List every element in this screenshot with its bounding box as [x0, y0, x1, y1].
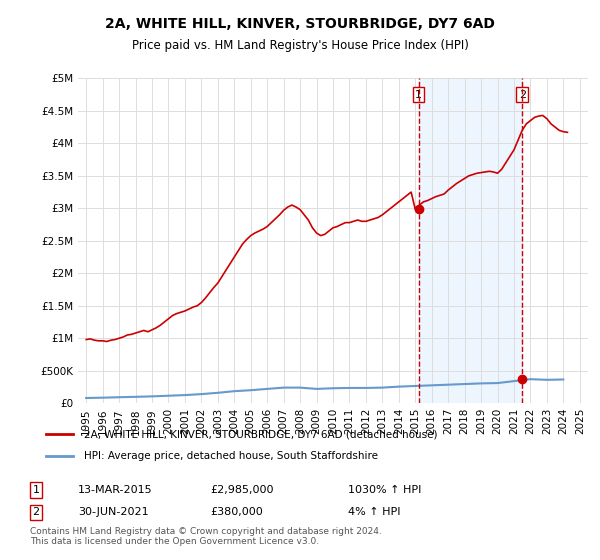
Text: Price paid vs. HM Land Registry's House Price Index (HPI): Price paid vs. HM Land Registry's House … — [131, 39, 469, 52]
Text: £380,000: £380,000 — [210, 507, 263, 517]
Text: 4% ↑ HPI: 4% ↑ HPI — [348, 507, 401, 517]
Text: 2: 2 — [518, 90, 526, 100]
Text: HPI: Average price, detached house, South Staffordshire: HPI: Average price, detached house, Sout… — [84, 451, 378, 461]
Text: 1030% ↑ HPI: 1030% ↑ HPI — [348, 485, 421, 495]
Text: 1: 1 — [415, 90, 422, 100]
Text: Contains HM Land Registry data © Crown copyright and database right 2024.
This d: Contains HM Land Registry data © Crown c… — [30, 526, 382, 546]
Text: 2A, WHITE HILL, KINVER, STOURBRIDGE, DY7 6AD: 2A, WHITE HILL, KINVER, STOURBRIDGE, DY7… — [105, 17, 495, 31]
Text: 2A, WHITE HILL, KINVER, STOURBRIDGE, DY7 6AD (detached house): 2A, WHITE HILL, KINVER, STOURBRIDGE, DY7… — [84, 429, 437, 439]
Text: 1: 1 — [32, 485, 40, 495]
Text: 13-MAR-2015: 13-MAR-2015 — [78, 485, 152, 495]
Bar — [419, 78, 522, 403]
Text: £2,985,000: £2,985,000 — [210, 485, 274, 495]
Text: 30-JUN-2021: 30-JUN-2021 — [78, 507, 149, 517]
Text: 2: 2 — [32, 507, 40, 517]
